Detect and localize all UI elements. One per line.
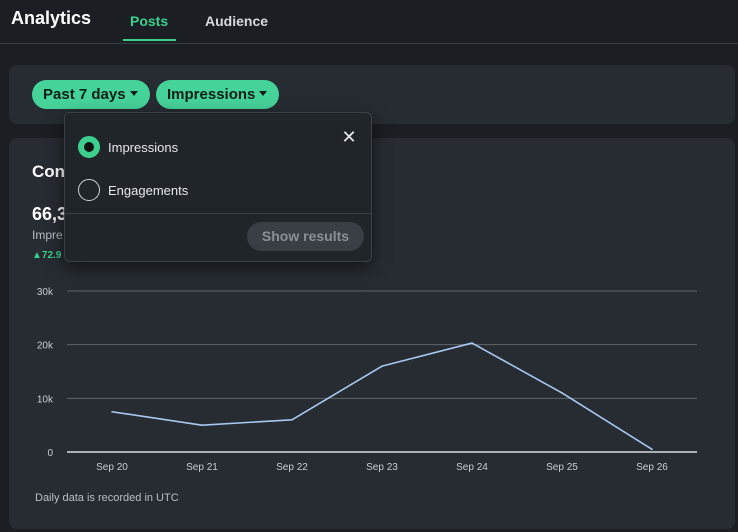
- caret-down-icon: [129, 91, 138, 96]
- app-title: Analytics: [11, 8, 92, 28]
- date-range-filter-label: Past 7 days: [43, 86, 126, 103]
- impressions-radio[interactable]: [78, 136, 100, 158]
- data-point: [651, 448, 653, 451]
- x-tick-label-sep-26: Sep 26: [636, 462, 668, 473]
- x-tick-label-sep-24: Sep 24: [456, 462, 488, 473]
- dropdown-divider: [65, 213, 371, 214]
- x-tick-label-sep-20: Sep 20: [96, 462, 128, 473]
- y-tick-label-20k: 20k: [37, 341, 54, 352]
- y-tick-label-10k: 10k: [37, 394, 54, 405]
- close-icon[interactable]: ✕: [341, 127, 357, 147]
- data-point: [471, 342, 473, 344]
- engagements-radio[interactable]: [78, 179, 100, 201]
- x-tick-label-sep-23: Sep 23: [366, 462, 398, 473]
- x-tick-label-sep-21: Sep 21: [186, 462, 218, 473]
- series-line-impressions: [111, 342, 653, 450]
- data-point: [111, 410, 113, 413]
- show-results-button[interactable]: Show results: [247, 222, 364, 251]
- metric-filter-label: Impressions: [167, 86, 256, 103]
- tab-audience[interactable]: Audience: [205, 13, 269, 29]
- x-tick-label-sep-25: Sep 25: [546, 462, 578, 473]
- caret-down-icon: [259, 91, 268, 96]
- metric-filter-button[interactable]: Impressions: [156, 80, 280, 109]
- active-tab-indicator: [123, 39, 176, 41]
- top-navigation-bar: Analytics Posts Audience: [0, 0, 738, 44]
- y-tick-label-0: 0: [47, 448, 53, 459]
- impressions-option-label[interactable]: Impressions: [108, 140, 179, 155]
- utc-footnote: Daily data is recorded in UTC: [35, 492, 179, 504]
- date-range-filter-button[interactable]: Past 7 days: [32, 80, 150, 109]
- metric-label: Impre: [32, 228, 63, 242]
- total-impressions-value: 66,3: [32, 204, 68, 224]
- data-point: [291, 419, 293, 421]
- engagements-option-label[interactable]: Engagements: [108, 183, 189, 198]
- data-point: [201, 424, 203, 426]
- data-point: [381, 365, 383, 367]
- tab-posts[interactable]: Posts: [130, 13, 169, 29]
- y-tick-label-30k: 30k: [37, 287, 54, 298]
- data-point: [561, 392, 563, 394]
- x-tick-label-sep-22: Sep 22: [276, 462, 308, 473]
- change-percentage: ▲72.9: [32, 250, 62, 261]
- card-title: Con: [32, 162, 66, 181]
- impressions-line-chart: 0 10k 20k 30k Sep 20 Sep 21 Sep 22 Sep 23 Sep 24…: [37, 287, 697, 473]
